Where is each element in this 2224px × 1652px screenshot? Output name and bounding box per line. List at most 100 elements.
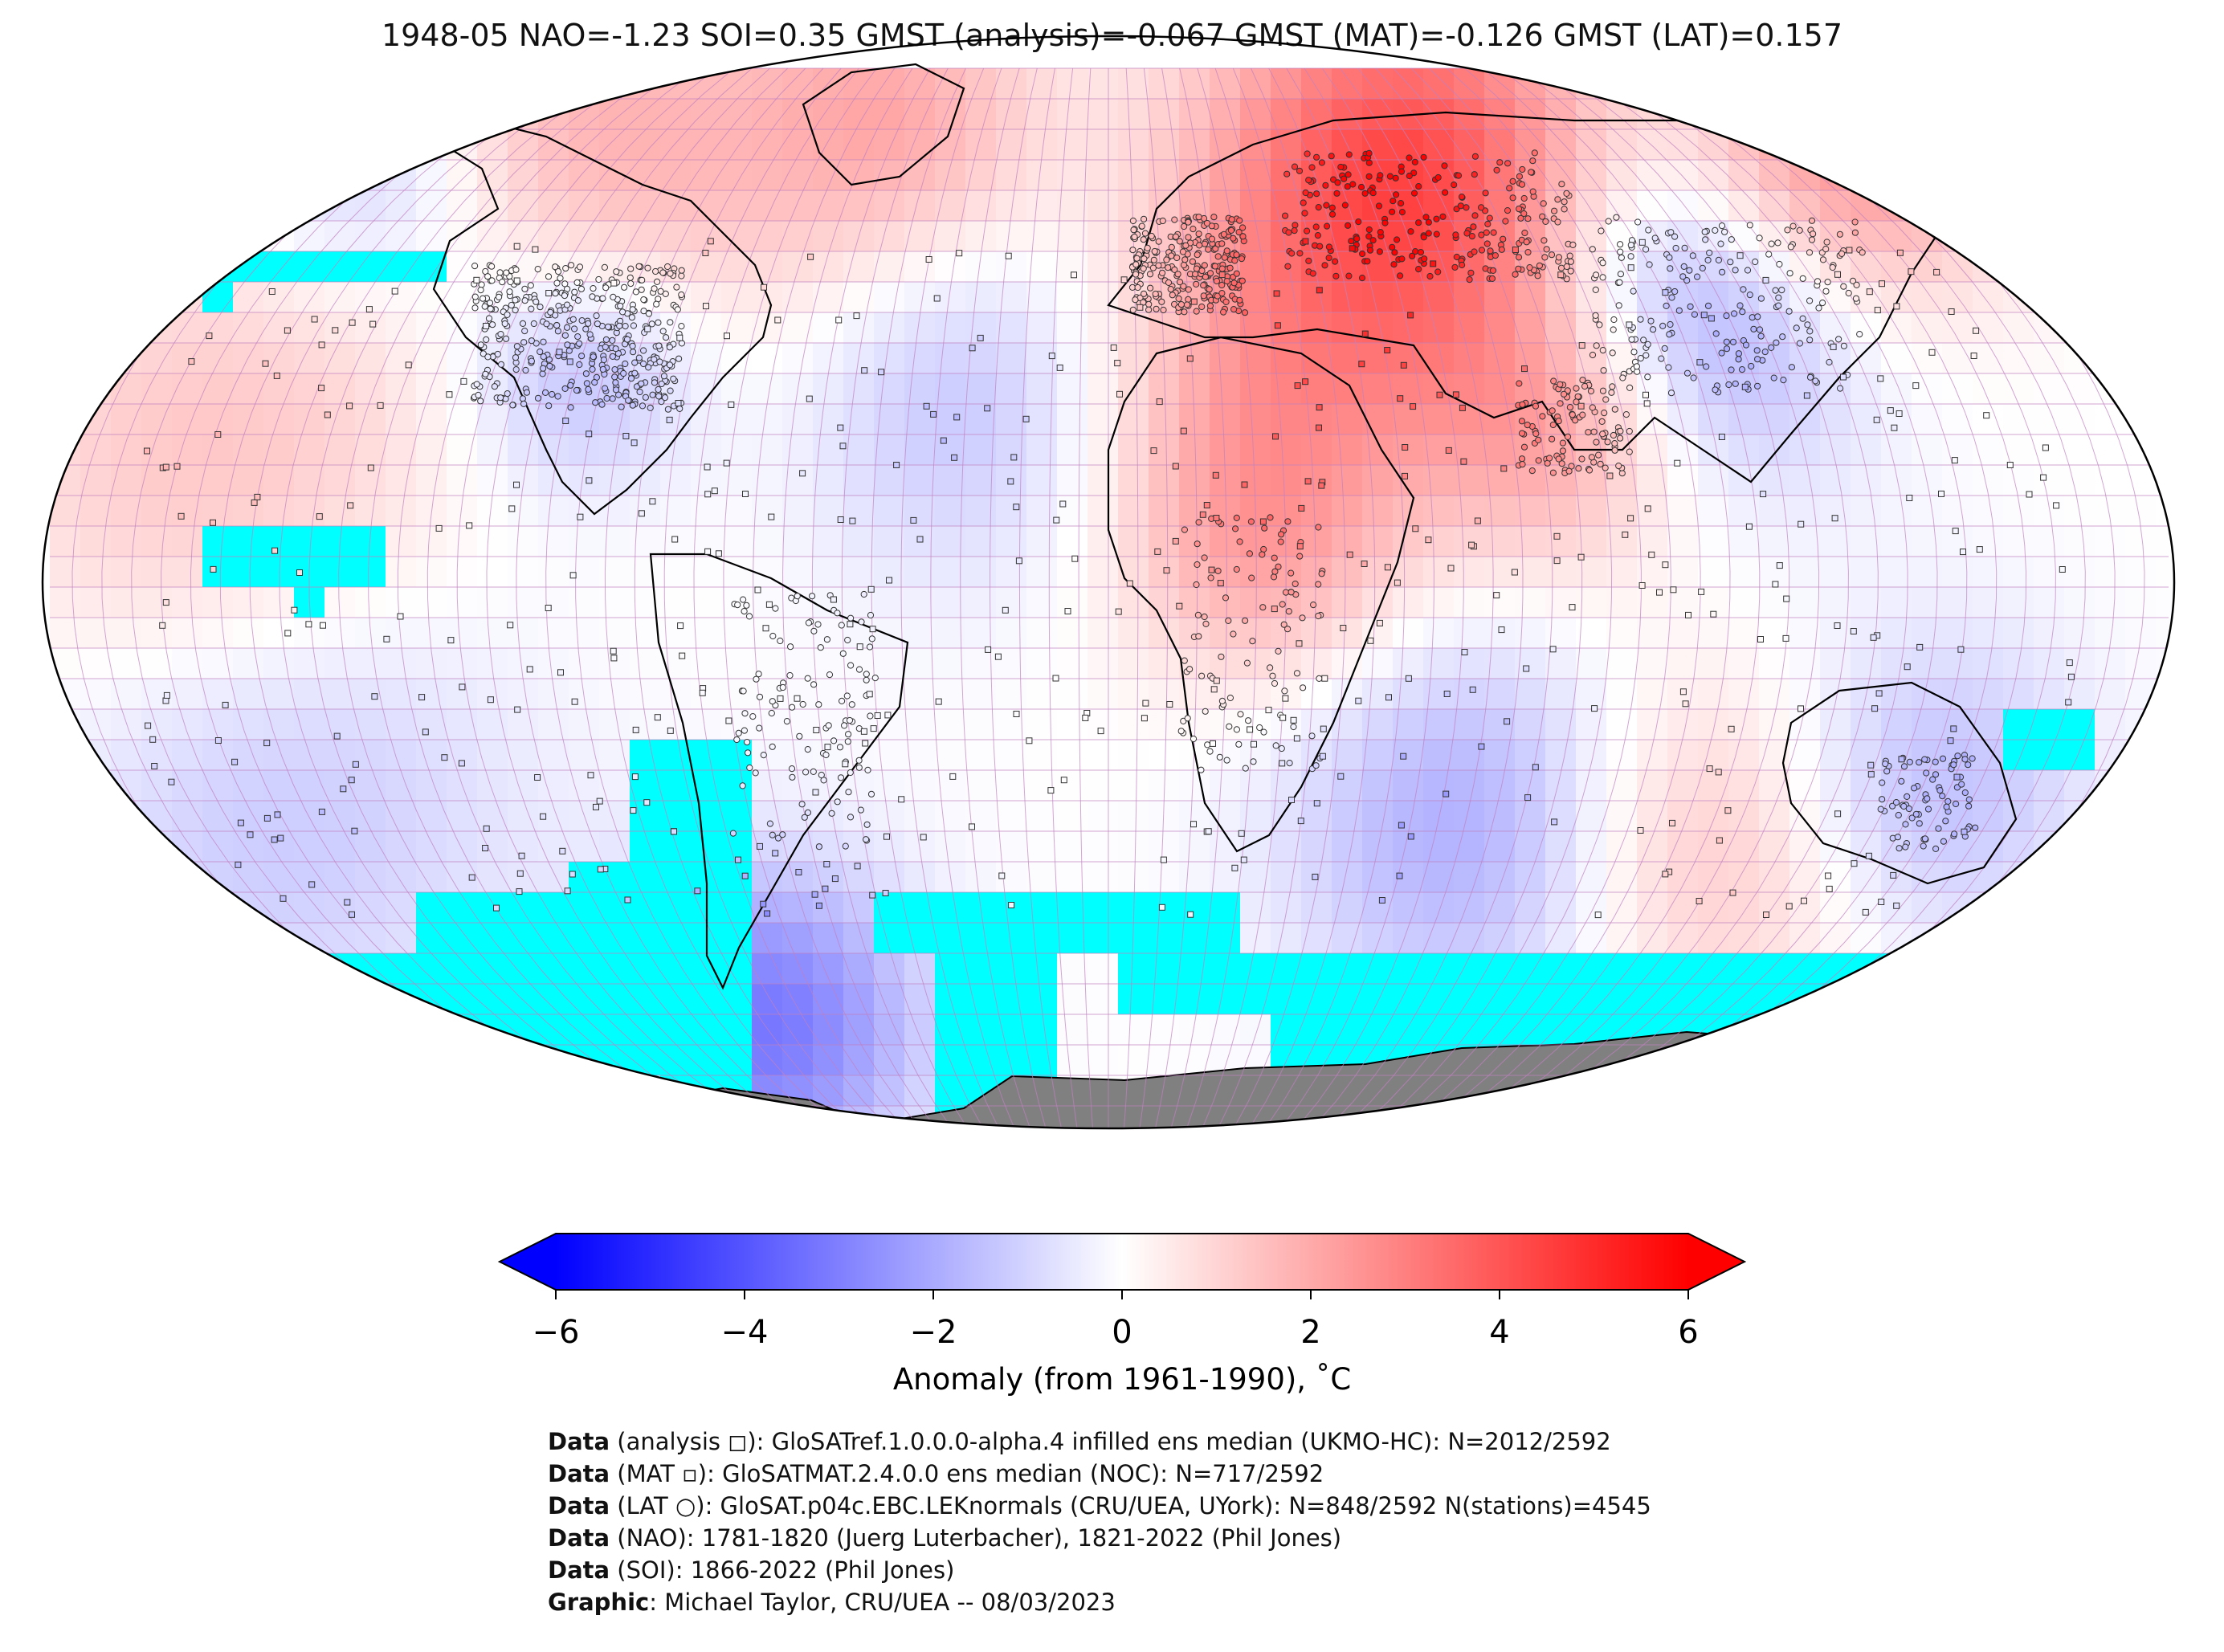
grid-cell — [630, 404, 661, 435]
grid-cell — [1515, 221, 1546, 252]
grid-cell — [1301, 343, 1332, 374]
grid-cell — [599, 404, 630, 435]
grid-cell — [935, 343, 966, 374]
grid-cell — [691, 343, 722, 374]
grid-cell — [538, 221, 569, 252]
grid-cell — [1118, 343, 1149, 374]
credit-label: Data — [548, 1460, 610, 1487]
grid-cell — [416, 312, 447, 344]
grid-cell — [2034, 343, 2065, 374]
colorbar-tick-label: 0 — [1112, 1314, 1132, 1351]
grid-cell — [1667, 160, 1699, 191]
grid-cell — [1271, 68, 1302, 100]
grid-cell — [965, 221, 997, 252]
grid-cell — [1057, 282, 1088, 313]
credit-line: Graphic: Michael Taylor, CRU/UEA -- 08/0… — [548, 1586, 1651, 1618]
grid-cell — [202, 404, 234, 435]
grid-cell — [904, 404, 936, 435]
grid-cell — [386, 404, 417, 435]
grid-cell — [263, 282, 295, 313]
grid-cell — [1118, 404, 1149, 435]
grid-cell — [996, 312, 1027, 344]
grid-cell — [1667, 343, 1699, 374]
grid-cell — [233, 343, 264, 374]
grid-cell — [1210, 343, 1241, 374]
grid-cell — [1515, 282, 1546, 313]
grid-cell — [172, 404, 203, 435]
credit-label: Data — [548, 1428, 610, 1455]
grid-cell — [1026, 99, 1058, 130]
grid-cell — [416, 221, 447, 252]
grid-cell — [1423, 312, 1455, 344]
grid-cell — [1881, 343, 1912, 374]
grid-cell — [1088, 129, 1119, 161]
grid-cell — [996, 221, 1027, 252]
grid-cell — [1088, 190, 1119, 222]
colorbar-gradient — [556, 1234, 1688, 1290]
data-credits: Data (analysis ◻): GloSATref.1.0.0.0-alp… — [548, 1426, 1651, 1618]
grid-cell — [1057, 404, 1088, 435]
grid-cell — [447, 404, 478, 435]
grid-cell — [1515, 373, 1546, 405]
grid-cell — [1057, 373, 1088, 405]
grid-cell — [874, 221, 905, 252]
grid-cell — [691, 404, 722, 435]
grid-cell — [324, 343, 356, 374]
grid-cell — [874, 282, 905, 313]
grid-cell — [843, 160, 875, 191]
grid-cell — [691, 99, 722, 130]
grid-cell — [721, 404, 753, 435]
grid-cell — [1545, 282, 1577, 313]
colorbar-label: Anomaly (from 1961-1990), ˚C — [893, 1362, 1351, 1397]
grid-cell — [1912, 343, 1943, 374]
grid-cell — [355, 404, 386, 435]
colorbar-ticks: −6 −4 −2 0 2 4 6 — [533, 1290, 1699, 1351]
grid-cell — [1637, 160, 1668, 191]
colorbar-tick-label: −6 — [533, 1314, 580, 1351]
grid-cell — [202, 373, 234, 405]
grid-cell — [843, 373, 875, 405]
grid-cell — [1515, 129, 1546, 161]
grid-cell — [263, 404, 295, 435]
grid-cell — [233, 404, 264, 435]
grid-cell — [1362, 68, 1394, 100]
grid-cell — [1332, 99, 1363, 130]
grid-cell — [904, 282, 936, 313]
grid-cell — [172, 373, 203, 405]
grid-cell — [965, 99, 997, 130]
grid-cell — [1728, 221, 1760, 252]
grid-cell — [294, 343, 325, 374]
colorbar-tick-label: 6 — [1678, 1314, 1698, 1351]
grid-cell — [1026, 282, 1058, 313]
grid-cell — [569, 190, 600, 222]
grid-cell — [965, 282, 997, 313]
grid-cell — [1271, 373, 1302, 405]
grid-cell — [355, 343, 386, 374]
grid-cell — [1515, 312, 1546, 344]
grid-cell — [874, 129, 905, 161]
grid-cell — [904, 190, 936, 222]
grid-cell — [721, 373, 753, 405]
grid-cell — [874, 373, 905, 405]
grid-cell — [1240, 99, 1271, 130]
colorbar-min-extension — [500, 1234, 556, 1290]
grid-cell — [1881, 373, 1912, 405]
grid-cell — [1545, 343, 1577, 374]
grid-cell — [630, 99, 661, 130]
grid-cell — [202, 343, 234, 374]
grid-cell — [2003, 312, 2034, 344]
grid-cell — [263, 343, 295, 374]
credit-line: Data (SOI): 1866-2022 (Phil Jones) — [548, 1554, 1651, 1586]
grid-cell — [1301, 68, 1332, 100]
grid-cell — [1484, 343, 1516, 374]
grid-cell — [1637, 282, 1668, 313]
grid-cell — [1088, 221, 1119, 252]
grid-cell — [1332, 343, 1363, 374]
grid-cell — [1606, 129, 1638, 161]
grid-cell — [996, 373, 1027, 405]
grid-cell — [569, 404, 600, 435]
grid-cell — [965, 373, 997, 405]
grid-cell — [1820, 190, 1851, 222]
grid-cell — [111, 404, 142, 435]
